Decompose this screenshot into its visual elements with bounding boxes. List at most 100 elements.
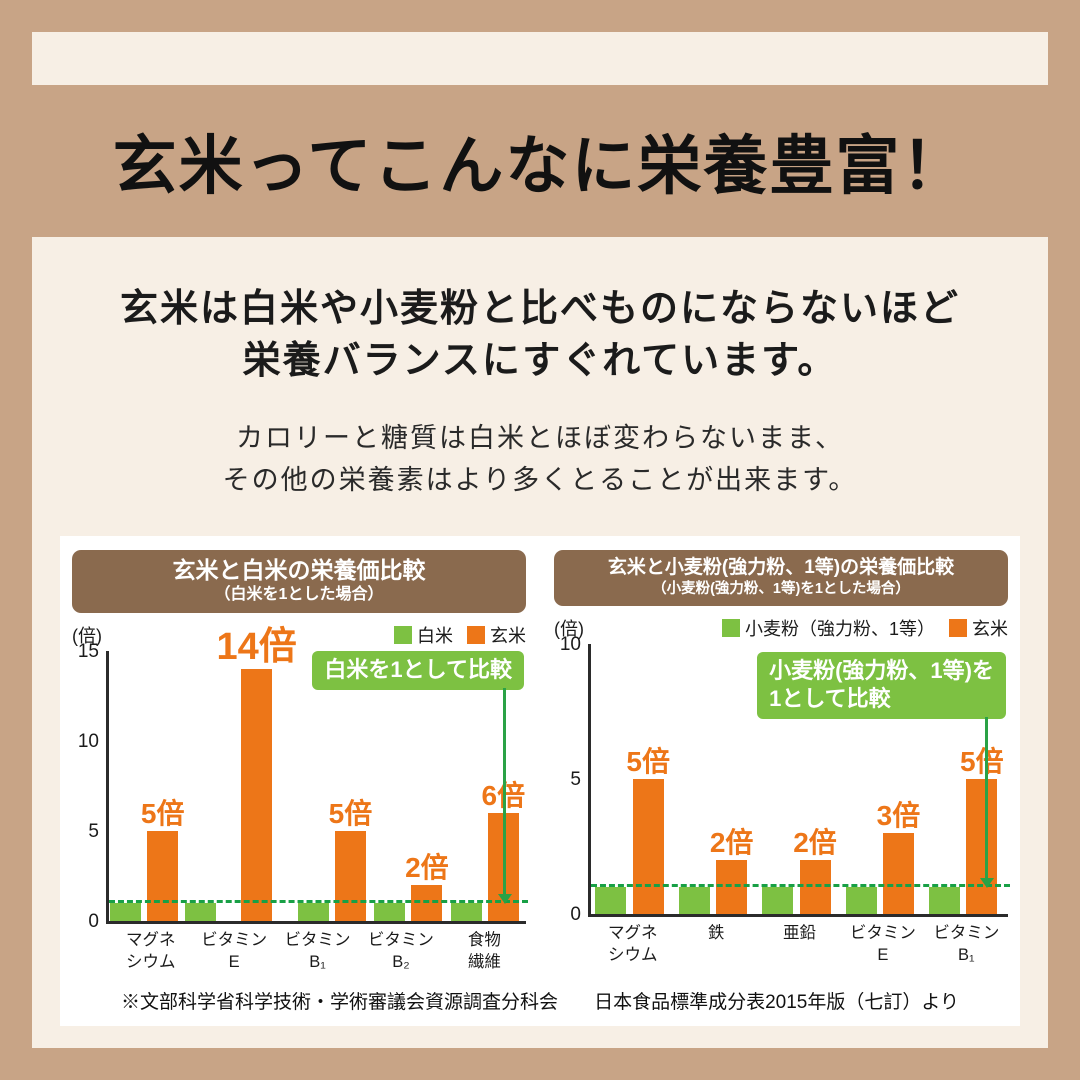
sub-line-2: その他の栄養素はより多くとることが出来ます。 <box>222 464 858 495</box>
chart-title: 玄米と小麦粉(強力粉、1等)の栄養価比較 <box>607 556 955 578</box>
charts-row: 玄米と白米の栄養価比較 （白米を1とした場合） (倍) 白米 玄米 0 5 10 15 … <box>72 549 1010 974</box>
chart-subtitle: （白米を1とした場合） <box>214 586 384 604</box>
legend-swatch <box>721 619 740 638</box>
base-bar <box>678 887 710 915</box>
legend-item: 白米 <box>394 622 453 648</box>
bar-group: 2倍 <box>373 852 449 922</box>
callout: 小麦粉(強力粉、1等)を 1として比較 <box>757 652 1006 720</box>
callout-arrow <box>497 688 512 905</box>
plot-wrap: 0 5 10 5倍 2倍 2倍 3倍 5倍 小麦粉(強力粉、1等)を 1として比較 <box>554 635 1010 924</box>
value-label: 2倍 <box>793 827 837 859</box>
legend: 白米 玄米 <box>394 622 526 648</box>
bar-group: 14倍 <box>185 626 297 922</box>
x-label: ビタミン B₂ <box>367 931 434 971</box>
lead-text: 玄米は白米や小麦粉と比べものにならないほど 栄養バランスにすぐれています。 <box>0 283 1080 388</box>
ytick-label: 5 <box>88 821 99 843</box>
content: 玄米は白米や小麦粉と比べものにならないほど 栄養バランスにすぐれています。 カロ… <box>0 237 1080 1027</box>
value-label: 2倍 <box>709 827 754 859</box>
x-label: 亜鉛 <box>783 924 817 943</box>
value-label: 2倍 <box>405 852 449 884</box>
citation: ※文部科学省科学技術・学術審議会資源調査分科会 日本食品標準成分表2015年版（… <box>72 987 1008 1014</box>
meta-row: (倍) 白米 玄米 <box>72 622 526 648</box>
lead-line-1: 玄米は白米や小麦粉と比べものにならないほど <box>119 288 960 330</box>
callout: 白米を1として比較 <box>312 651 524 691</box>
legend-label: 白米 <box>417 626 453 647</box>
ytick-label: 0 <box>570 904 581 926</box>
plot-area: 5倍 2倍 2倍 3倍 5倍 小麦粉(強力粉、1等)を 1として比較 <box>588 644 1010 918</box>
legend-item: 小麦粉（強力粉、1等） <box>721 615 935 641</box>
base-bar <box>845 887 877 915</box>
x-label: ビタミン E <box>849 924 916 964</box>
value-label: 5倍 <box>140 798 185 830</box>
value-label: 5倍 <box>626 746 670 778</box>
chart-title: 玄米と白米の栄養価比較 <box>172 556 426 583</box>
meta-row: (倍) 小麦粉（強力粉、1等） 玄米 <box>554 615 1008 641</box>
base-bar <box>109 903 141 922</box>
chart-brown-rice-vs-flour: 玄米と小麦粉(強力粉、1等)の栄養価比較 （小麦粉(強力粉、1等)を1とした場合… <box>554 549 1010 974</box>
x-label: 食物 繊維 <box>467 931 501 971</box>
lead-line-2: 栄養バランスにすぐれています。 <box>242 340 838 383</box>
ytick-label: 0 <box>88 911 99 933</box>
x-label: ビタミン B₁ <box>284 931 351 971</box>
bar-group: 3倍 <box>841 800 924 915</box>
value-label: 3倍 <box>876 800 921 832</box>
legend-swatch <box>949 619 967 638</box>
bar-group: 2倍 <box>674 827 757 915</box>
citation-reference: 日本食品標準成分表2015年版（七訂）より <box>594 992 959 1014</box>
brown-rice-bar <box>334 831 366 922</box>
brown-rice-bar <box>632 779 664 915</box>
callout-arrow <box>979 717 994 889</box>
brown-rice-bar <box>882 833 914 915</box>
legend-label: 小麦粉（強力粉、1等） <box>744 619 935 640</box>
unit-label: (倍) <box>554 619 584 640</box>
x-label: ビタミン E <box>201 931 268 971</box>
ytick-label: 5 <box>570 769 581 791</box>
chart-subtitle: （小麦粉(強力粉、1等)を1とした場合） <box>652 581 910 598</box>
page-title: 玄米ってこんなに栄養豊富！ <box>112 130 968 202</box>
base-bar <box>374 903 406 922</box>
baseline <box>109 900 528 904</box>
chart-header: 玄米と小麦粉(強力粉、1等)の栄養価比較 （小麦粉(強力粉、1等)を1とした場合… <box>554 549 1008 607</box>
ytick-label: 15 <box>77 641 99 663</box>
legend-swatch <box>467 626 485 645</box>
x-label: マグネ シウム <box>607 924 658 964</box>
citation-source: ※文部科学省科学技術・学術審議会資源調査分科会 <box>121 992 559 1014</box>
value-label: 5倍 <box>328 798 373 830</box>
bar-group: 5倍 <box>591 746 674 915</box>
legend-label: 玄米 <box>972 619 1008 640</box>
title-banner: 玄米ってこんなに栄養豊富！ <box>0 85 1080 237</box>
chart-header: 玄米と白米の栄養価比較 （白米を1とした場合） <box>72 549 526 614</box>
legend-item: 玄米 <box>467 622 526 648</box>
x-labels: マグネ シウム 鉄 亜鉛 ビタミン E ビタミン B₁ <box>591 923 1008 966</box>
brown-rice-bar <box>716 860 748 915</box>
charts-panel: 玄米と白米の栄養価比較 （白米を1とした場合） (倍) 白米 玄米 0 5 10 15 … <box>60 535 1020 1027</box>
x-labels: マグネ シウム ビタミン E ビタミン B₁ ビタミン B₂ 食物 繊維 <box>109 930 526 973</box>
sub-line-1: カロリーと糖質は白米とほぼ変わらないまま、 <box>236 422 844 453</box>
legend: 小麦粉（強力粉、1等） 玄米 <box>721 615 1008 641</box>
brown-rice-bar <box>966 779 998 915</box>
plot-area: 5倍14倍5倍2倍6倍 白米を1として比較 <box>106 628 528 925</box>
base-bar <box>929 887 961 915</box>
brown-rice-bar <box>147 831 179 922</box>
brown-rice-bar <box>411 885 443 922</box>
value-label: 5倍 <box>960 746 1004 778</box>
chart-brown-vs-white-rice: 玄米と白米の栄養価比較 （白米を1とした場合） (倍) 白米 玄米 0 5 10 15 … <box>72 549 528 974</box>
ytick-label: 10 <box>559 634 581 656</box>
brown-rice-bar <box>799 860 831 915</box>
bar-group: 5倍 <box>109 798 185 922</box>
legend-swatch <box>394 626 412 645</box>
ytick-label: 10 <box>77 731 99 753</box>
bar-group: 5倍 <box>297 798 373 922</box>
baseline <box>591 884 1010 888</box>
brown-rice-bar <box>241 669 273 922</box>
bar-groups: 5倍 2倍 2倍 3倍 5倍 <box>591 644 1008 915</box>
base-bar <box>450 903 482 922</box>
bar-groups: 5倍14倍5倍2倍6倍 <box>109 628 526 922</box>
legend-label: 玄米 <box>490 626 526 647</box>
x-label: ビタミン B₁ <box>933 924 1000 964</box>
y-axis: 0 5 10 15 <box>72 642 106 931</box>
bar-group: 2倍 <box>758 827 841 915</box>
value-label: 14倍 <box>216 626 297 669</box>
